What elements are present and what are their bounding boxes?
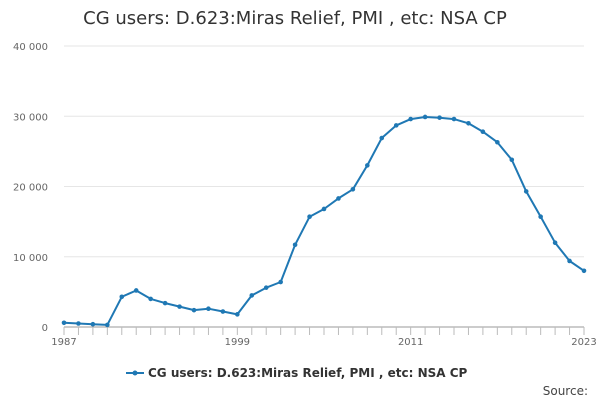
x-axis: 1987 1999 2011 2023 xyxy=(51,326,597,348)
y-tick-label: 0 xyxy=(42,323,48,334)
y-tick-label: 40 000 xyxy=(13,42,48,53)
series-line xyxy=(63,116,585,326)
data-point[interactable] xyxy=(278,279,283,285)
data-point[interactable] xyxy=(206,306,211,312)
chart-title: CG users: D.623:Miras Relief, PMI , etc:… xyxy=(83,8,507,29)
data-point[interactable] xyxy=(90,321,96,327)
data-point[interactable] xyxy=(105,322,110,328)
y-tick-label: 10 000 xyxy=(13,253,48,264)
data-point[interactable] xyxy=(538,214,543,220)
data-point[interactable] xyxy=(61,320,67,326)
data-point[interactable] xyxy=(495,139,500,145)
data-point[interactable] xyxy=(393,123,399,128)
y-tick-label: 20 000 xyxy=(13,183,48,194)
data-point[interactable] xyxy=(437,115,442,120)
data-point[interactable] xyxy=(552,240,558,245)
data-point[interactable] xyxy=(133,288,139,293)
data-point[interactable] xyxy=(177,304,182,309)
data-point[interactable] xyxy=(307,214,312,220)
source-label: Source: xyxy=(543,384,588,398)
data-point[interactable] xyxy=(451,116,457,122)
data-point[interactable] xyxy=(379,135,385,141)
data-point[interactable] xyxy=(408,116,413,122)
data-point[interactable] xyxy=(365,163,370,168)
data-point[interactable] xyxy=(422,114,428,120)
data-point[interactable] xyxy=(220,309,226,314)
x-tick-label: 1987 xyxy=(51,337,76,348)
legend-label: CG users: D.623:Miras Relief, PMI , etc:… xyxy=(148,366,468,380)
data-point[interactable] xyxy=(509,157,515,163)
data-point[interactable] xyxy=(162,300,168,306)
data-point[interactable] xyxy=(567,258,572,264)
y-tick-label: 30 000 xyxy=(13,112,48,123)
data-point[interactable] xyxy=(336,196,341,201)
x-tick-label: 1999 xyxy=(225,337,250,348)
x-tick-label: 2023 xyxy=(571,337,596,348)
data-point[interactable] xyxy=(119,294,125,300)
grid-lines xyxy=(64,45,584,258)
data-point[interactable] xyxy=(523,189,529,194)
data-point[interactable] xyxy=(148,296,153,302)
data-point[interactable] xyxy=(191,307,197,313)
data-point[interactable] xyxy=(249,293,255,298)
legend-point-marker xyxy=(132,370,138,376)
x-tick-label: 2011 xyxy=(398,337,423,348)
data-point[interactable] xyxy=(76,321,81,326)
data-point[interactable] xyxy=(235,312,240,317)
data-point[interactable] xyxy=(263,285,269,290)
data-point[interactable] xyxy=(292,242,298,248)
data-point[interactable] xyxy=(321,206,327,212)
y-axis-ticks: 0 10 000 20 000 30 000 40 000 xyxy=(13,42,48,334)
data-point[interactable] xyxy=(480,129,486,135)
data-point[interactable] xyxy=(350,187,356,192)
data-point[interactable] xyxy=(466,120,471,126)
data-point[interactable] xyxy=(581,268,587,274)
legend[interactable]: CG users: D.623:Miras Relief, PMI , etc:… xyxy=(126,366,468,380)
series-group xyxy=(61,114,587,328)
